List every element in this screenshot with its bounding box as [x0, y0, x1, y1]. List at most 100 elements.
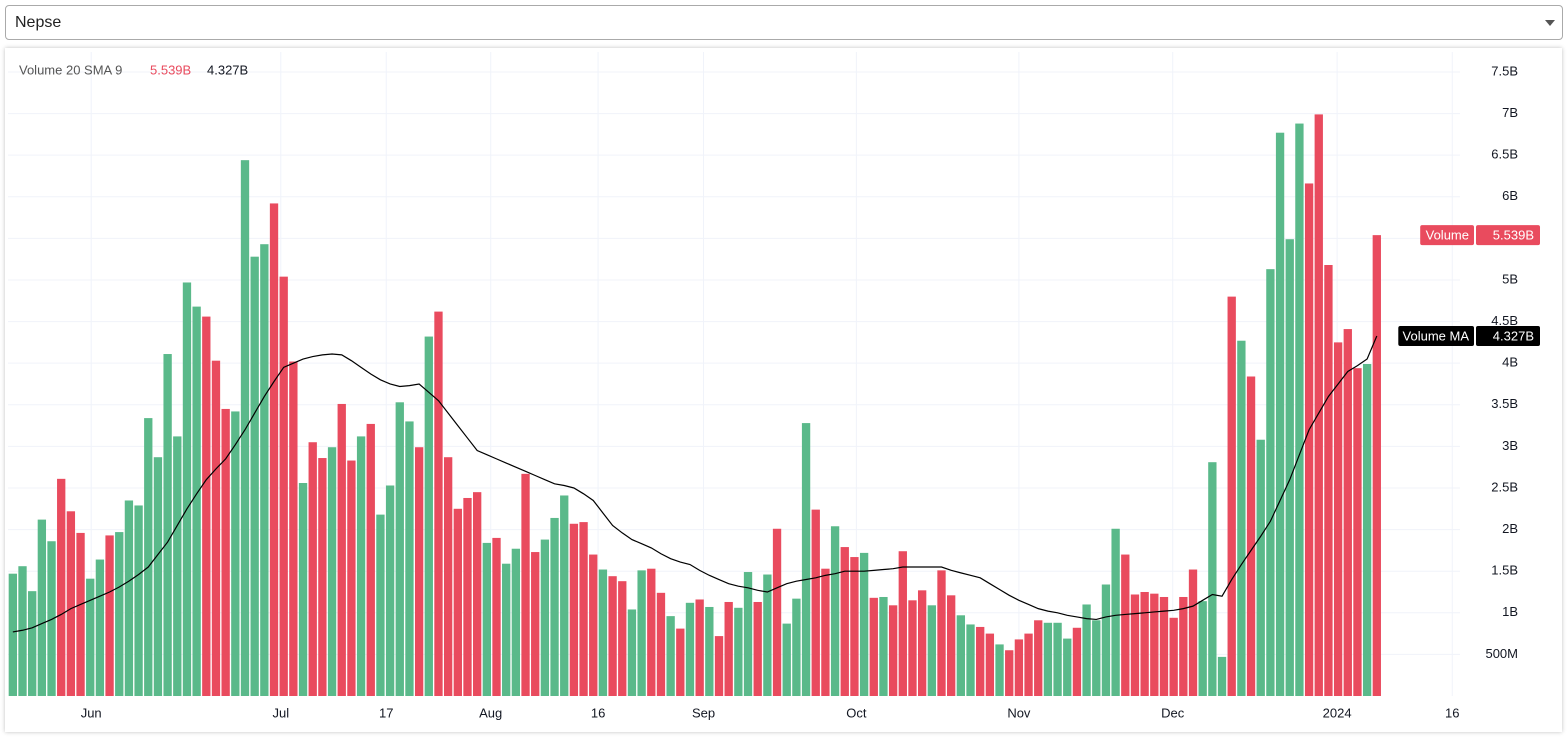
plot-layer: [8, 52, 1460, 697]
volume-bar: [376, 514, 385, 696]
volume-bar: [144, 418, 153, 696]
volume-bar: [318, 458, 327, 696]
volume-bar: [8, 573, 17, 696]
volume-bar: [134, 505, 143, 696]
x-tick-label: 16: [1445, 705, 1459, 720]
volume-bar: [1353, 368, 1362, 696]
volume-bar: [976, 626, 985, 696]
volume-bar: [1314, 114, 1323, 697]
volume-bar: [1217, 656, 1227, 696]
volume-bar: [1121, 554, 1130, 696]
volume-bar: [647, 568, 656, 696]
x-tick-label: 16: [591, 705, 605, 720]
volume-bar: [366, 423, 375, 696]
volume-bar: [1188, 569, 1198, 696]
y-tick-label: 5B: [1502, 271, 1518, 286]
volume-bar: [1343, 329, 1352, 696]
volume-bar: [811, 509, 820, 696]
volume-bar: [463, 497, 472, 696]
volume-bar: [395, 402, 404, 696]
symbol-dropdown[interactable]: Nepse: [5, 5, 1563, 40]
volume-bar: [1111, 528, 1120, 696]
volume-bar: [869, 597, 878, 696]
y-tick-label: 3.5B: [1491, 396, 1518, 411]
volume-bar: [714, 636, 724, 696]
y-tick-label: 6.5B: [1491, 147, 1518, 162]
y-tick-label: 7B: [1502, 105, 1518, 120]
volume-bar: [18, 566, 27, 696]
volume-bar: [908, 600, 917, 696]
volume-bar: [743, 572, 753, 696]
badge-value-bg: [1476, 225, 1540, 246]
volume-bar: [618, 581, 627, 696]
volume-bar: [782, 623, 791, 696]
volume-bar: [260, 244, 269, 697]
badge-value-bg: [1476, 325, 1540, 346]
y-tick-label: 4.5B: [1491, 313, 1518, 328]
badge-name: Volume: [1426, 228, 1469, 243]
volume-bar: [550, 517, 559, 696]
volume-bar: [327, 447, 337, 696]
volume-bar: [337, 403, 346, 696]
volume-bar: [1092, 620, 1101, 696]
volume-bar: [453, 508, 462, 696]
volume-bar: [1304, 183, 1314, 697]
volume-bar: [1005, 650, 1014, 696]
volume-bar: [1256, 439, 1265, 696]
volume-bar: [859, 552, 869, 696]
volume-bar: [163, 354, 172, 696]
volume-bar: [888, 605, 898, 696]
volume-bar: [269, 203, 279, 696]
volume-bar: [153, 457, 163, 696]
y-tick-label: 2.5B: [1491, 479, 1518, 494]
volume-bar: [240, 160, 250, 696]
volume-bar: [1101, 584, 1111, 696]
volume-bar: [115, 532, 124, 696]
volume-bar: [676, 628, 685, 696]
volume-bar: [531, 552, 540, 696]
volume-bar: [182, 282, 192, 696]
volume-bar: [1362, 364, 1372, 696]
volume-bar: [1372, 235, 1381, 696]
volume-bar: [173, 436, 182, 696]
volume-bar: [1130, 594, 1140, 696]
volume-bar: [1169, 617, 1178, 696]
volume-bar: [821, 568, 830, 696]
volume-bar: [569, 523, 579, 696]
volume-bar: [202, 316, 211, 696]
volume-bar: [1043, 622, 1053, 696]
volume-bar: [850, 557, 859, 696]
volume-bar: [956, 615, 966, 696]
indicator-label: Volume 20 SMA 9: [19, 62, 122, 77]
x-tick-label: Dec: [1161, 705, 1185, 720]
volume-bar: [1246, 376, 1256, 696]
volume-bar: [414, 447, 424, 696]
volume-bar: [1150, 593, 1159, 696]
volume-bar: [221, 408, 230, 696]
volume-bar: [1024, 633, 1033, 696]
volume-bar: [772, 528, 782, 696]
volume-bar: [917, 590, 927, 696]
volume-bar: [598, 569, 608, 696]
dropdown-value: Nepse: [15, 14, 62, 31]
volume-bar: [898, 551, 907, 696]
x-tick-label: Aug: [479, 705, 502, 720]
badge-value: 5.539B: [1493, 228, 1534, 243]
volume-bar: [753, 601, 762, 696]
volume-bar: [405, 421, 414, 696]
volume-bar: [1285, 239, 1294, 697]
volume-bar: [637, 570, 646, 696]
volume-bar: [66, 511, 76, 696]
volume-bar: [1237, 340, 1246, 696]
volume-bar: [724, 601, 733, 696]
volume-bar: [502, 563, 511, 696]
volume-bar: [560, 495, 569, 696]
volume-bar: [105, 535, 114, 696]
dropdown-arrow: [1545, 20, 1555, 26]
volume-bar: [57, 478, 66, 696]
volume-bar: [937, 570, 946, 696]
volume-bar: [1053, 622, 1062, 696]
volume-bar: [840, 547, 849, 696]
volume-bar: [685, 602, 695, 696]
